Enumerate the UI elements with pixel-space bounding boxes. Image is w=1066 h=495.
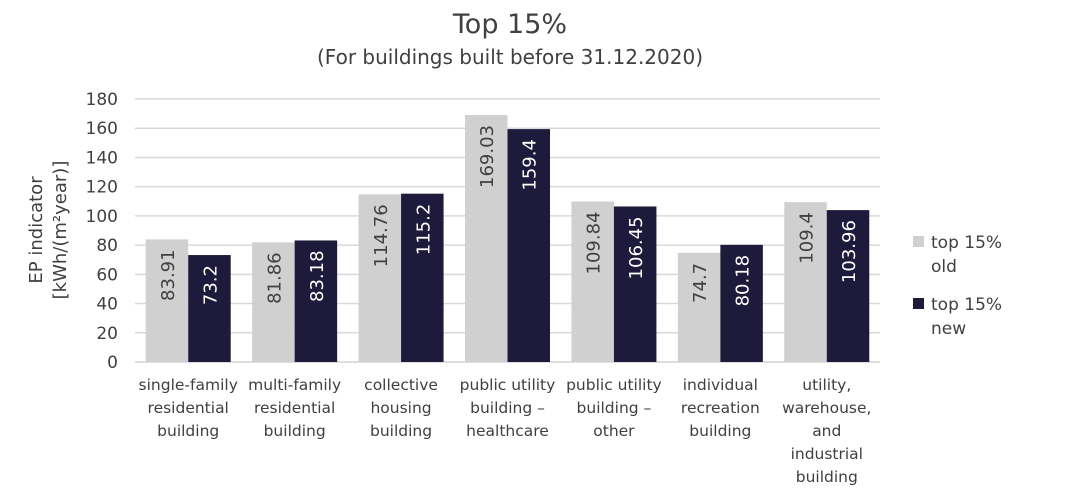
- x-tick-label: and: [812, 422, 841, 440]
- data-label: 159.4: [520, 139, 541, 191]
- y-tick-label: 20: [96, 324, 118, 344]
- bar: [677, 252, 721, 362]
- x-tick-label: collective: [364, 376, 438, 394]
- bar: [826, 210, 870, 362]
- x-tick-label: public utility: [460, 376, 556, 394]
- data-label: 83.91: [158, 249, 179, 301]
- bars: 83.91 73.2 81.86 83.18 114.76 115.2 169.03 159.…: [145, 115, 870, 363]
- bar: [507, 129, 550, 362]
- data-label: 103.96: [839, 220, 860, 283]
- y-axis-title: EP indicator: [26, 176, 47, 284]
- x-tick-label: single-family: [139, 376, 238, 394]
- y-axis-title: [kWh/(m²year)]: [50, 161, 71, 300]
- y-axis-label: EP indicator [kWh/(m²year)]: [26, 161, 71, 300]
- legend-label: new: [931, 319, 966, 339]
- data-label: 81.86: [264, 252, 285, 304]
- y-tick-label: 60: [96, 265, 118, 285]
- bar: [401, 193, 444, 362]
- bar: [720, 244, 763, 362]
- data-label: 169.03: [477, 125, 498, 188]
- y-tick-label: 80: [96, 236, 118, 256]
- data-label: 114.76: [371, 204, 392, 267]
- x-tick-label: building –: [577, 399, 652, 417]
- x-tick-label: utility,: [802, 376, 851, 394]
- y-tick-label: 140: [86, 148, 118, 168]
- x-tick-label: recreation: [681, 399, 760, 417]
- x-tick-label: other: [593, 422, 635, 440]
- data-label: 73.2: [200, 265, 221, 305]
- x-tick-label: public utility: [566, 376, 662, 394]
- data-label: 109.84: [584, 212, 605, 275]
- legend: top 15% old top 15% new: [913, 233, 1002, 339]
- y-tick-label: 100: [86, 207, 118, 227]
- data-label: 109.4: [797, 212, 818, 264]
- data-label: 74.7: [690, 263, 711, 303]
- bar: [465, 115, 508, 363]
- x-tick-label: building –: [470, 399, 545, 417]
- legend-label: old: [931, 257, 957, 277]
- bar: [613, 206, 657, 362]
- y-tick-label: 40: [96, 295, 118, 315]
- x-tick-label: multi-family: [248, 376, 341, 394]
- x-tick-label: building: [264, 422, 326, 440]
- chart-title: Top 15%: [452, 9, 567, 40]
- data-label: 83.18: [307, 250, 328, 302]
- x-axis-labels: single-family residential building multi-fa…: [139, 376, 872, 486]
- bar: [188, 255, 231, 362]
- bar: [252, 242, 295, 362]
- x-tick-label: individual: [683, 376, 758, 394]
- legend-swatch: [913, 298, 924, 309]
- x-tick-label: residential: [254, 399, 335, 417]
- x-tick-label: building: [689, 422, 751, 440]
- data-label: 106.45: [626, 216, 647, 279]
- data-label: 80.18: [733, 255, 754, 307]
- y-tick-label: 120: [86, 178, 118, 198]
- x-tick-label: industrial: [791, 445, 863, 463]
- chart-subtitle: (For buildings built before 31.12.2020): [317, 45, 703, 69]
- x-tick-label: building: [157, 422, 219, 440]
- data-label: 115.2: [413, 204, 434, 256]
- bar: [145, 239, 189, 362]
- legend-swatch: [913, 236, 924, 247]
- y-tick-label: 160: [86, 119, 118, 139]
- x-tick-label: housing: [370, 399, 431, 417]
- y-axis-ticks: 0 20 40 60 80 100 120 140 160 180: [86, 90, 118, 373]
- x-tick-label: residential: [148, 399, 229, 417]
- legend-label: top 15%: [931, 295, 1002, 315]
- bar: [294, 240, 338, 362]
- bar: [784, 202, 827, 362]
- y-tick-label: 180: [86, 90, 118, 110]
- y-tick-label: 0: [107, 353, 118, 373]
- legend-label: top 15%: [931, 233, 1002, 253]
- bar: [358, 194, 402, 362]
- x-tick-label: building: [370, 422, 432, 440]
- x-tick-label: warehouse,: [782, 399, 871, 417]
- x-tick-label: healthcare: [466, 422, 549, 440]
- x-tick-label: building: [796, 468, 858, 486]
- bar: [571, 201, 614, 362]
